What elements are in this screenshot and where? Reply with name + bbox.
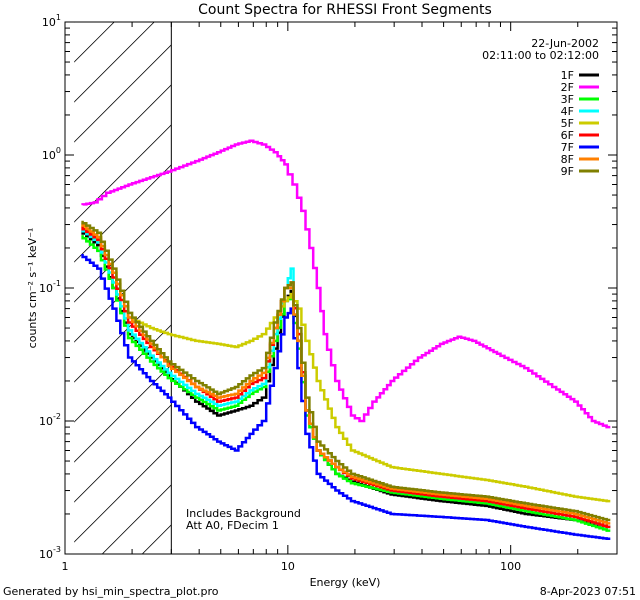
legend-label-6F: 6F xyxy=(561,129,574,142)
series-5F xyxy=(81,224,611,503)
axes: 1 10 100 101 100 10-1 10-2 10-3 xyxy=(39,13,618,573)
legend-label-2F: 2F xyxy=(561,81,574,94)
hatch-line xyxy=(74,404,172,503)
plot-frame xyxy=(64,21,618,555)
series-3F xyxy=(81,235,611,532)
hatch-line xyxy=(74,44,172,143)
footer-generated-by: Generated by hsi_min_spectra_plot.pro xyxy=(3,585,219,598)
legend-label-7F: 7F xyxy=(561,141,574,154)
legend-label-1F: 1F xyxy=(561,69,574,82)
series-1F xyxy=(81,230,611,529)
y-tick-label: 101 xyxy=(42,13,61,29)
hatch-line xyxy=(74,22,155,103)
x-axis-label: Energy (keV) xyxy=(310,576,381,589)
hatch-line xyxy=(101,484,172,554)
y-tick-label: 10-3 xyxy=(39,545,61,561)
hatch-line xyxy=(74,244,172,343)
y-tick-label: 10-2 xyxy=(39,412,61,428)
y-tick-label: 100 xyxy=(42,146,61,162)
x-tick-label: 1 xyxy=(62,560,69,573)
series-layer xyxy=(81,139,611,541)
hatch-line xyxy=(74,204,172,303)
hatch-line xyxy=(74,22,115,63)
y-axis-label: counts cm⁻² s⁻¹ keV⁻¹ xyxy=(26,228,39,349)
series-8F xyxy=(81,222,611,525)
series-9F xyxy=(81,220,611,522)
annotation-attenuator: Att A0, FDecim 1 xyxy=(186,519,279,532)
hatch-line xyxy=(74,284,172,383)
legend-label-5F: 5F xyxy=(561,117,574,130)
time-range-label: 02:11:00 to 02:12:00 xyxy=(482,49,599,62)
date-label: 22-Jun-2002 xyxy=(531,37,599,50)
legend-label-3F: 3F xyxy=(561,93,574,106)
y-tick-label: 10-1 xyxy=(39,279,61,295)
chart-title: Count Spectra for RHESSI Front Segments xyxy=(198,2,492,18)
x-tick-label: 100 xyxy=(500,560,521,573)
hatch-lines xyxy=(74,22,172,554)
footer-timestamp: 8-Apr-2023 07:51 xyxy=(539,585,636,598)
legend-label-4F: 4F xyxy=(561,105,574,118)
x-tick-label: 10 xyxy=(281,560,295,573)
series-7F xyxy=(81,254,611,541)
legend-label-9F: 9F xyxy=(561,165,574,178)
annotation-background: Includes Background xyxy=(186,507,301,520)
hatch-line xyxy=(74,84,172,183)
series-2F xyxy=(81,139,611,429)
hatch-line xyxy=(74,444,172,543)
hatched-region xyxy=(74,22,172,554)
legend-label-8F: 8F xyxy=(561,153,574,166)
